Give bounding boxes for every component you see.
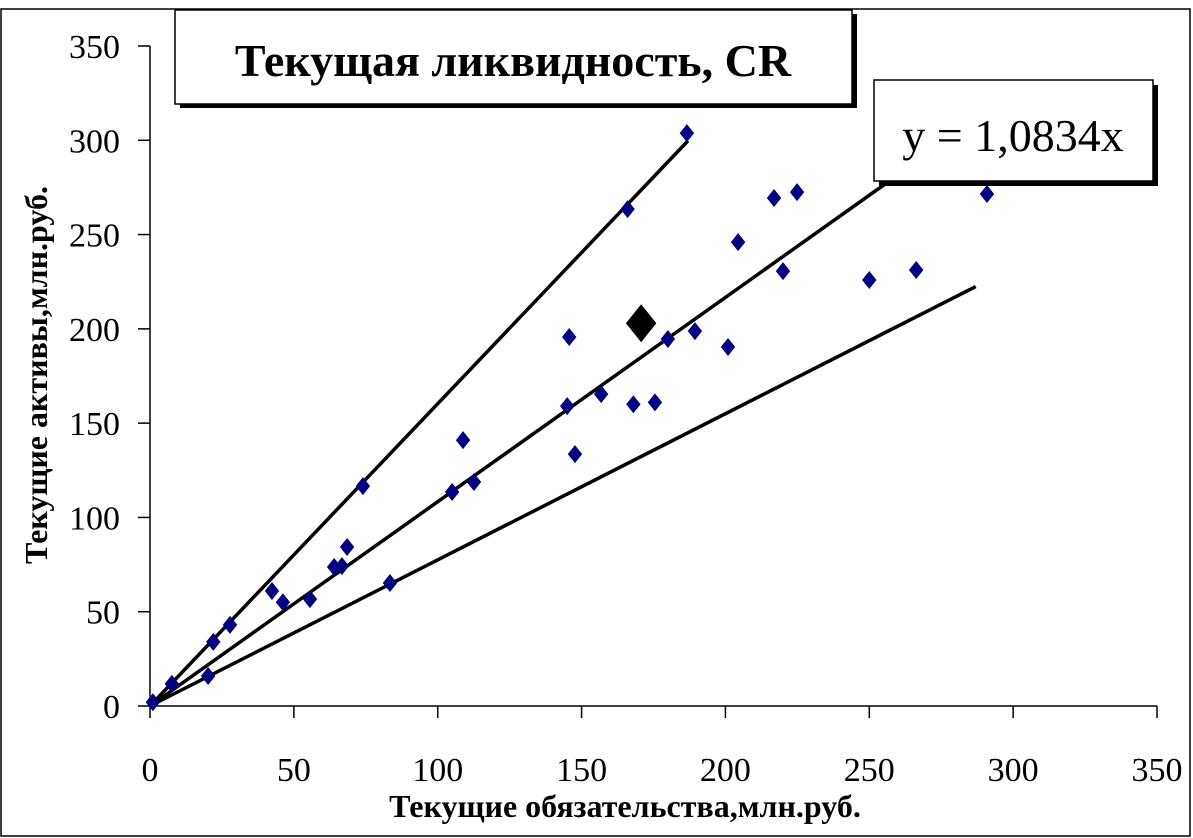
data-point [302,590,318,609]
data-point [720,337,736,356]
x-tick-label: 250 [844,752,895,789]
data-point [593,385,609,404]
data-point [647,393,663,412]
x-tick-label: 50 [277,752,311,789]
y-tick-label: 150 [69,406,120,443]
data-point [164,674,180,693]
data-point [775,262,791,281]
data-point [206,632,221,651]
data-point [444,482,460,501]
y-axis-label: Текущие активы,млн.руб. [18,186,54,564]
x-tick-label: 150 [556,752,607,789]
x-tick-label: 0 [142,752,159,789]
data-point [908,261,924,280]
data-point [626,395,641,414]
equation-box: y = 1,0834x [873,79,1158,186]
data-point [200,667,216,686]
y-tick-label: 200 [69,312,120,349]
data-point [355,477,371,496]
data-point [264,581,280,600]
y-tick-label: 250 [69,218,120,255]
chart-title: Текущая ликвидность, CR [235,35,792,86]
data-point [561,327,577,346]
data-point [334,557,350,576]
data-point [567,445,583,464]
x-axis-label: Текущие обязательства,млн.руб. [389,788,861,824]
trend-equation: y = 1,0834x [902,110,1123,161]
data-point [275,593,291,612]
data-point [730,233,746,252]
y-tick-label: 50 [86,595,120,632]
y-tick-label: 300 [69,123,120,160]
lower-line [149,285,977,708]
data-point [466,472,482,491]
highlight-point [625,304,657,343]
data-point [766,188,782,207]
data-point [145,693,161,712]
data-point [382,574,398,593]
title-box: Текущая ликвидность, CR [174,9,857,108]
upper-line [148,139,690,708]
data-point [660,330,676,349]
data-point [455,431,471,450]
data-point [620,200,635,219]
data-point [862,271,877,290]
y-tick-label: 350 [69,29,120,66]
x-tick-label: 100 [412,752,463,789]
data-point [789,183,805,202]
trend-line [148,169,905,708]
x-tick-label: 200 [700,752,751,789]
x-tick-label: 350 [1132,752,1183,789]
y-tick-label: 100 [69,500,120,537]
data-point [979,185,995,204]
data-point [559,397,575,416]
data-point [687,322,703,341]
data-point [679,124,695,143]
data-point [222,615,238,634]
x-tick-label: 300 [988,752,1039,789]
y-tick-label: 0 [103,689,120,726]
data-point [339,538,355,557]
